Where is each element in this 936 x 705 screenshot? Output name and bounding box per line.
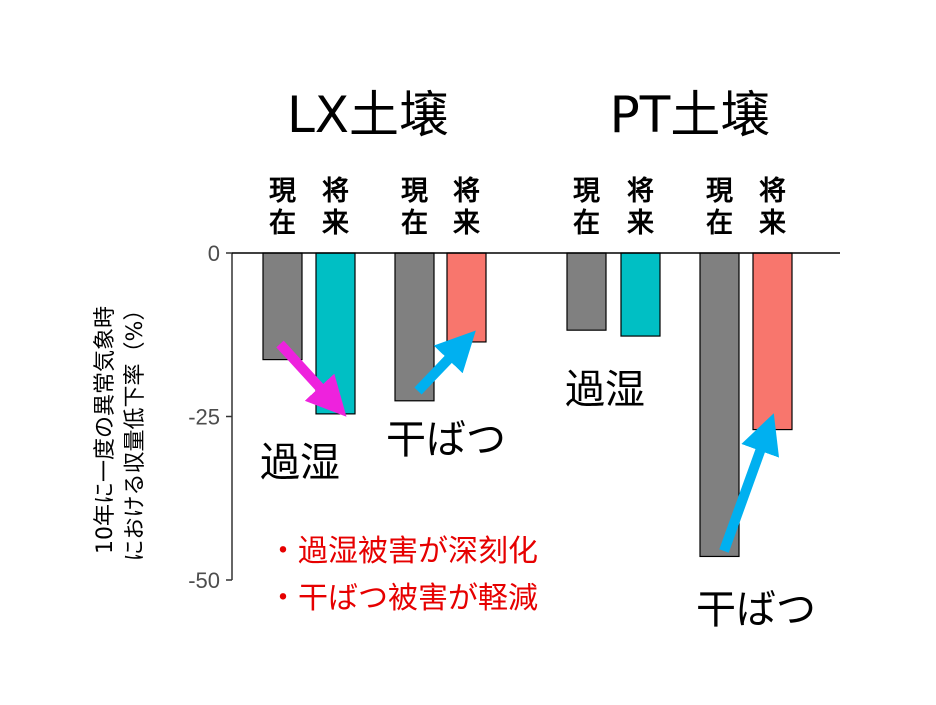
column-label-char: 在 <box>269 208 296 239</box>
column-label-char: 将 <box>759 176 786 207</box>
y-axis-label-line-2: における収量低下率（%） <box>123 299 148 562</box>
bar-lx-drought-future <box>446 252 487 343</box>
column-label-char: 来 <box>627 208 654 239</box>
bars <box>262 252 793 558</box>
column-label-char: 将 <box>322 176 349 207</box>
column-label-char: 将 <box>627 176 654 207</box>
column-label-char: 来 <box>759 208 786 239</box>
y-tick-label: -50 <box>188 568 220 593</box>
y-axis-label: 10年に一度の異常気象時 における収量低下率（%） <box>93 299 148 562</box>
bar-pt-drought-future <box>752 252 793 431</box>
bar-pt-wet-future <box>620 252 661 337</box>
column-label-char: 来 <box>322 208 349 239</box>
column-label-char: 在 <box>706 208 733 239</box>
bar-pt-drought-current <box>699 252 740 558</box>
column-label-char: 現 <box>401 176 428 207</box>
annotation-pt-wet: 過湿 <box>565 367 645 413</box>
y-axis-label-line-1: 10年に一度の異常気象時 <box>93 306 118 554</box>
y-tick-label: -25 <box>188 405 220 430</box>
y-tick-label: 0 <box>208 241 220 266</box>
note-wet-damage: ・過湿被害が深刻化 <box>268 534 538 569</box>
arrow-lx-wet <box>276 340 347 417</box>
note-drought-damage: ・干ばつ被害が軽減 <box>268 581 538 616</box>
column-label-char: 現 <box>706 176 733 207</box>
y-axis-ticks: 0 -25 -50 <box>188 241 232 593</box>
arrow-pt-drought <box>719 413 780 553</box>
column-label-char: 在 <box>573 208 600 239</box>
arrow-lx-drought <box>414 330 476 395</box>
column-label-char: 現 <box>573 176 600 207</box>
annotation-lx-wet: 過湿 <box>260 440 340 486</box>
column-label-char: 在 <box>401 208 428 239</box>
panel-title-pt: PT土壌 <box>610 86 771 144</box>
bar-pt-wet-current <box>566 252 607 331</box>
column-label-char: 来 <box>453 208 480 239</box>
annotation-lx-drought: 干ばつ <box>386 417 506 463</box>
panel-title-lx: LX土壌 <box>287 86 449 144</box>
annotation-pt-drought: 干ばつ <box>696 587 816 633</box>
column-label-char: 将 <box>453 176 480 207</box>
column-label-char: 現 <box>269 176 296 207</box>
